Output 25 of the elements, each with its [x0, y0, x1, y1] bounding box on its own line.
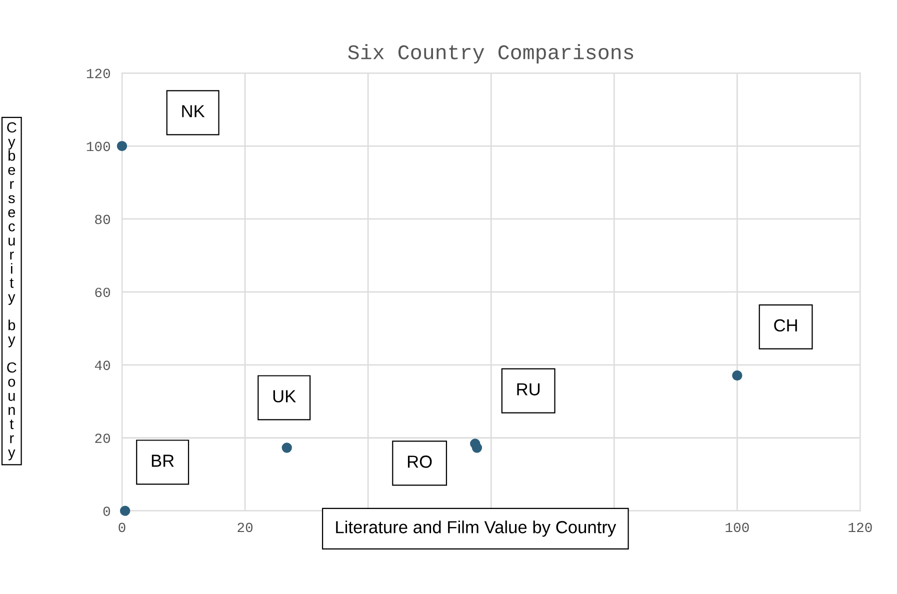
annotation: RU — [517, 383, 540, 396]
point — [120, 506, 130, 516]
text: Cybersecurity by Country — [7, 122, 16, 460]
annotation: RO — [408, 456, 432, 468]
annotation: CH — [774, 319, 797, 332]
chart-title: Six Country Comparisons — [348, 44, 634, 64]
x-tick-label: 0 — [118, 522, 126, 532]
point — [472, 442, 482, 453]
x-tick-label: 20 — [238, 522, 253, 532]
y-tick-label: 60 — [95, 288, 110, 298]
x-tick-label: 100 — [726, 522, 749, 532]
point — [116, 140, 128, 152]
point — [282, 442, 292, 453]
annotation: BR — [152, 454, 174, 467]
x-tick-label: 120 — [848, 522, 872, 532]
y-tick-label: 120 — [86, 68, 110, 78]
y-tick-label: 80 — [95, 214, 110, 224]
y-tick-label: 20 — [95, 434, 110, 444]
annotation: NK — [182, 105, 205, 118]
point — [732, 370, 742, 381]
y-tick-label: 0 — [103, 506, 110, 516]
y-tick-label: 40 — [94, 360, 110, 370]
y-tick-label: 100 — [86, 142, 110, 152]
annotation: UK — [273, 390, 296, 402]
x-axis-title: Literature and Film Value by Country — [336, 520, 616, 537]
